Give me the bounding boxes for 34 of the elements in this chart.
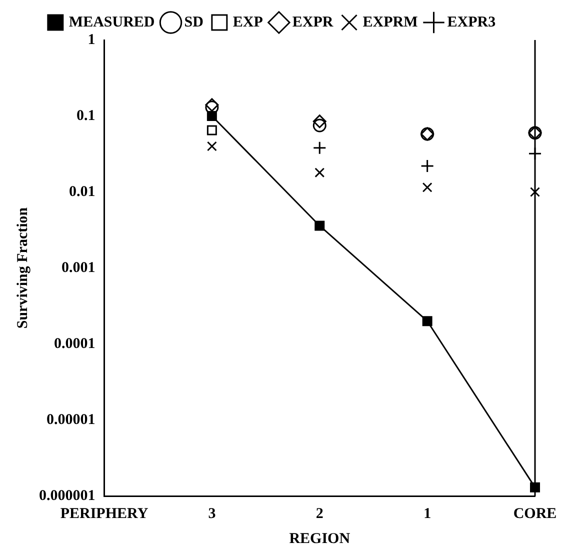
point (314, 168, 325, 178)
legend-label: EXPR3 (447, 14, 496, 30)
point (312, 118, 326, 132)
point (206, 125, 217, 136)
y-tick-label: 0.00001 (46, 412, 96, 428)
legend-label: EXPR (292, 14, 334, 30)
y-tick-label: 0.001 (62, 260, 96, 276)
point (206, 111, 217, 121)
y-tick-label: 1 (88, 32, 96, 48)
x-tick-label: 2 (316, 506, 324, 522)
y-tick-label: 0.01 (69, 184, 96, 200)
point (312, 141, 326, 155)
x-axis-title: REGION (289, 530, 350, 547)
x-tick-label: 1 (424, 506, 432, 522)
legend-label: SD (184, 14, 204, 30)
point (314, 220, 325, 231)
point (422, 316, 432, 326)
y-tick-label: 0.0001 (54, 336, 96, 352)
point (205, 100, 219, 114)
x-tick-label: CORE (513, 506, 557, 522)
point (312, 114, 326, 128)
point (530, 187, 540, 197)
legend-label: MEASURED (68, 14, 155, 30)
point (206, 141, 217, 152)
y-tick-label: 0.1 (76, 108, 96, 124)
point (422, 182, 432, 192)
legend-label: EXP (232, 14, 263, 30)
y-tick-label: 0.000001 (39, 488, 96, 504)
x-tick-label: 3 (208, 506, 216, 522)
x-tick-label: PERIPHERY (60, 506, 148, 522)
y-axis-title: Surviving Fraction (14, 206, 31, 329)
point (420, 159, 434, 173)
legend-label: EXPRM (362, 14, 418, 30)
point (205, 98, 219, 112)
